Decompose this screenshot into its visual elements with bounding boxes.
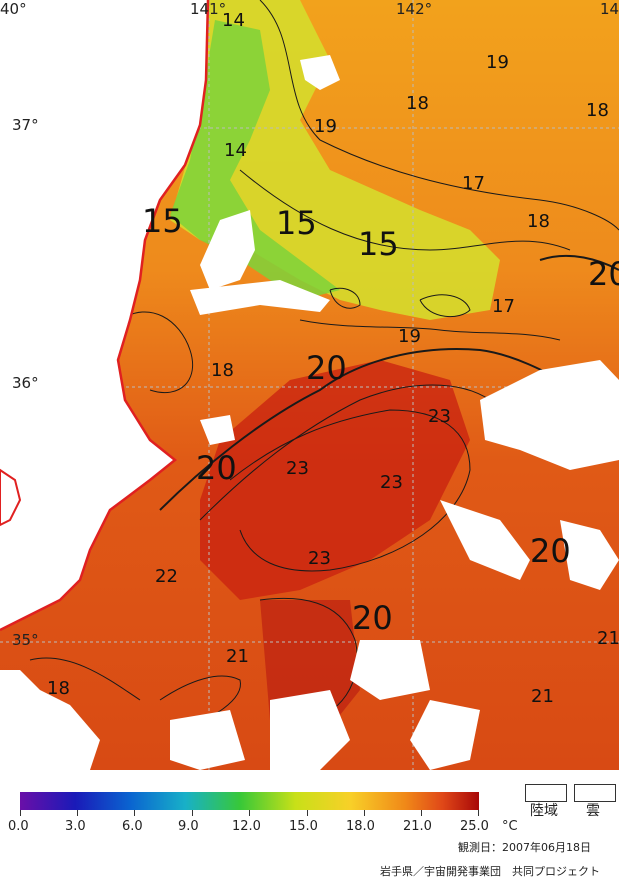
colorbar-tick-label: 12.0 [232,819,261,834]
colorbar-tick-label: 0.0 [8,819,29,834]
contour-label: 21 [597,628,619,649]
lon-label: 142° [396,0,433,18]
contour-label: 21 [531,686,554,707]
colorbar-tick-label: 15.0 [289,819,318,834]
colorbar-tick-label: 3.0 [65,819,86,834]
cloud-legend-label: 雲 [586,803,600,819]
contour-label: 14 [224,140,247,161]
contour-label: 23 [428,406,451,427]
contour-label: 15 [358,225,399,263]
contour-label: 14 [222,10,245,31]
isotherm-contours [29,0,619,731]
contour-label: 22 [155,566,178,587]
lon-label: 14 [600,0,619,18]
temperature-colorbar [20,792,479,810]
contour-label: 19 [314,116,337,137]
contour-label: 15 [276,204,317,242]
lat-label: 36° [12,374,39,392]
green-water-zone [170,20,340,300]
colorbar-tick-label: 6.0 [122,819,143,834]
contour-label: 18 [47,678,70,699]
contour-label: 23 [286,458,309,479]
contour-label: 17 [462,173,485,194]
lat-label: 37° [12,116,39,134]
island [0,468,22,527]
colorbar-unit: °C [502,819,518,834]
contour-label: 18 [586,100,609,121]
contour-label: 23 [380,472,403,493]
cloud-legend-swatch [574,784,616,802]
contour-label: 18 [211,360,234,381]
contour-label: 23 [308,548,331,569]
lon-label: 141° [190,0,227,18]
contour-label: 19 [486,52,509,73]
colorbar-tick-marks [20,810,479,816]
contour-label: 15 [142,202,183,240]
contour-label: 20 [352,599,393,637]
contour-label: 18 [406,93,429,114]
contour-label: 20 [530,532,571,570]
colorbar-tick-label: 18.0 [346,819,375,834]
colorbar-tick-label: 9.0 [178,819,199,834]
sea-surface-temperature-map [0,0,619,770]
contour-label: 17 [492,296,515,317]
credit-line: 岩手県／宇宙開発事業団 共同プロジェクト [380,865,600,878]
lon-label: 40° [0,0,27,18]
colorbar-tick-label: 25.0 [460,819,489,834]
contour-label: 19 [398,326,421,347]
contour-label: 20 [196,449,237,487]
land-area [0,0,208,630]
land-area-south [0,670,100,770]
coastline [0,0,210,632]
cloud-patches [170,55,619,770]
land-legend-label: 陸域 [530,803,558,819]
observation-date: 観測日：2007年06月18日 [458,841,591,854]
contour-label: 18 [527,211,550,232]
contour-label: 20 [306,349,347,387]
contour-label: 20 [588,255,619,293]
contour-label: 21 [226,646,249,667]
lat-label: 35° [12,631,39,649]
colorbar-tick-label: 21.0 [403,819,432,834]
land-legend-swatch [525,784,567,802]
